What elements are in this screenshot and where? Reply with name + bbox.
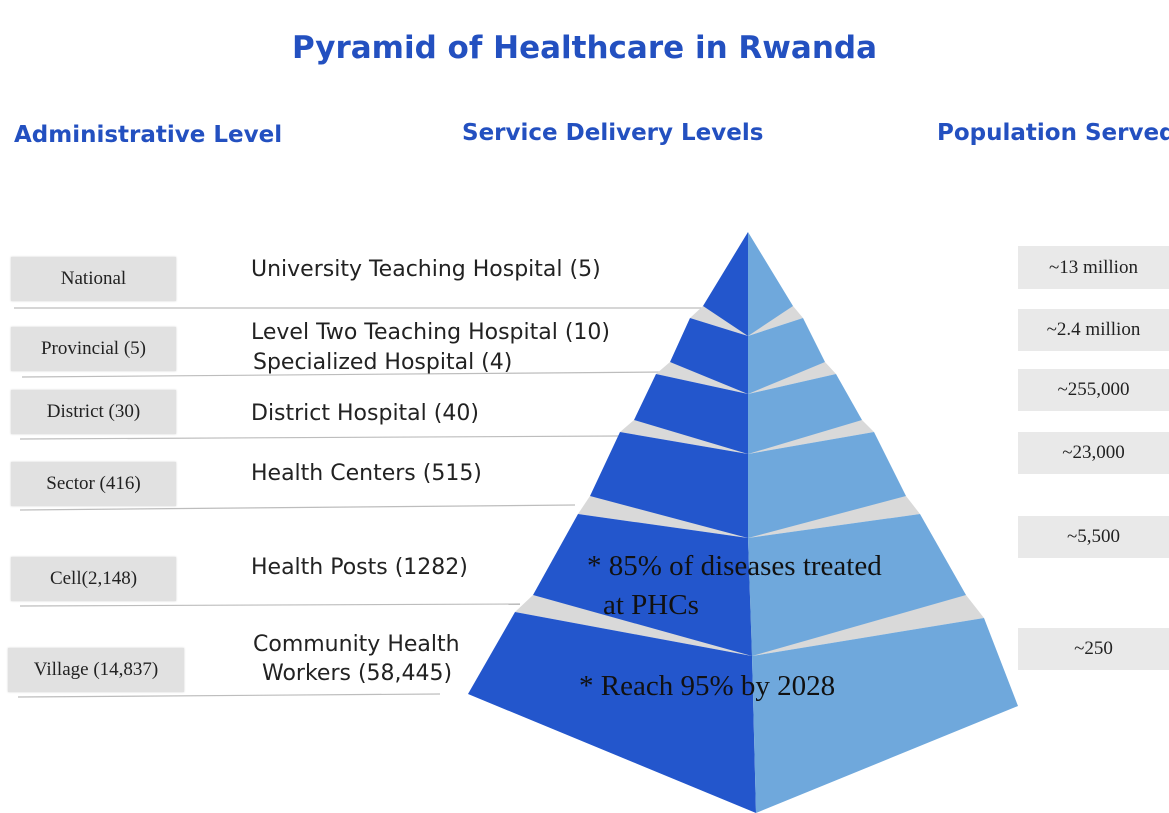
population-village: ~250 (1018, 628, 1169, 670)
service-village-line1: Community Health (253, 632, 460, 657)
leader-line-cell (19, 603, 521, 607)
population-cell: ~5,500 (1018, 516, 1169, 558)
note-diseases-line2: at PHCs (603, 589, 699, 621)
pyramid-tier-4-right (748, 432, 906, 538)
administrative-level-header: Administrative Level (14, 122, 283, 148)
service-delivery-header: Service Delivery Levels (462, 120, 764, 146)
pyramid-tier-5-right (748, 514, 966, 656)
service-provincial-teaching: Level Two Teaching Hospital (10) (251, 320, 610, 345)
note-diseases-line1: * 85% of diseases treated (587, 550, 882, 582)
service-sector: Health Centers (515) (251, 461, 482, 486)
population-national: ~13 million (1018, 246, 1169, 289)
pyramid-tier-1-left (703, 232, 748, 336)
pyramid-tier-6-left (468, 612, 756, 813)
admin-district: District (30) (11, 390, 176, 434)
population-district: ~255,000 (1018, 369, 1169, 411)
leader-line-district (19, 435, 623, 440)
leader-line-village (17, 693, 441, 698)
population-served-header: Population Served (937, 120, 1169, 146)
service-district: District Hospital (40) (251, 401, 479, 426)
page-title: Pyramid of Healthcare in Rwanda (291, 30, 878, 66)
pyramid-tier-3-left (634, 374, 748, 454)
leader-line-provincial (21, 371, 666, 378)
pyramid-tier-2-left (670, 318, 748, 394)
pyramid-tier-3-right (748, 374, 862, 454)
service-provincial-specialized: Specialized Hospital (4) (253, 350, 513, 375)
pyramid-tier-1-right (748, 232, 793, 336)
service-national: University Teaching Hospital (5) (251, 257, 601, 282)
service-cell: Health Posts (1282) (251, 555, 468, 580)
leader-line-sector (19, 504, 576, 511)
admin-national: National (11, 257, 176, 301)
leader-lines (14, 307, 705, 698)
admin-cell: Cell(2,148) (11, 557, 176, 601)
note-reach: * Reach 95% by 2028 (579, 670, 836, 702)
pyramid-tier-6-right (752, 618, 1018, 813)
pyramid-tier-5-left (533, 514, 752, 656)
admin-sector: Sector (416) (11, 462, 176, 506)
population-provincial: ~2.4 million (1018, 309, 1169, 351)
service-village-line2: Workers (58,445) (262, 661, 453, 686)
admin-village: Village (14,837) (8, 648, 184, 692)
pyramid-tier-2-right (748, 318, 825, 394)
admin-provincial: Provincial (5) (11, 327, 176, 371)
pyramid-tier-4-left (590, 432, 748, 538)
population-sector: ~23,000 (1018, 432, 1169, 474)
